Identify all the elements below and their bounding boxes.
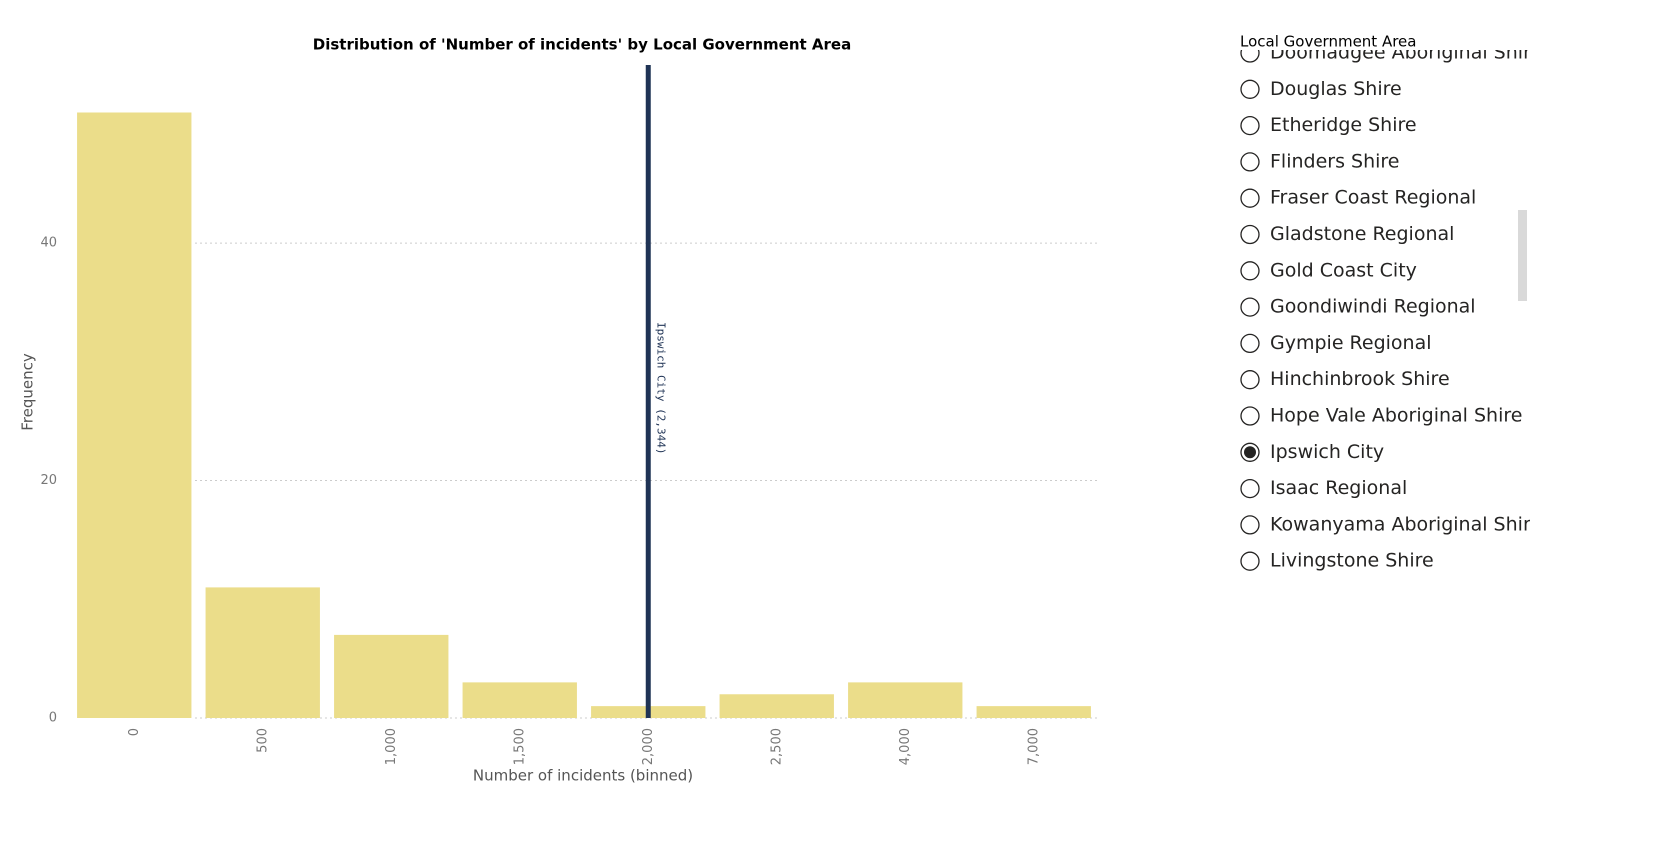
bar[interactable] (77, 112, 192, 718)
x-tick-label: 0 (127, 728, 142, 736)
radio[interactable] (1240, 152, 1260, 172)
plot: 0 20 40 0 500 1,000 1,500 2,000 2,500 4,000 7,000 I… (40, 65, 1098, 765)
chart-title: Distribution of 'Number of incidents' by… (313, 36, 851, 54)
radio[interactable] (1240, 551, 1260, 571)
radio[interactable] (1240, 115, 1260, 136)
bar[interactable] (719, 694, 834, 718)
radio[interactable] (1240, 188, 1260, 208)
y-tick-label: 40 (40, 236, 57, 251)
radio[interactable] (1240, 515, 1260, 535)
radio[interactable] (1240, 44, 1260, 63)
slicer-item[interactable]: Ipswich City (1270, 441, 1384, 463)
slicer-item[interactable]: Etheridge Shire (1270, 114, 1417, 136)
x-tick-label: 2,500 (769, 728, 784, 765)
slicer-item[interactable]: Douglas Shire (1270, 78, 1402, 100)
reference-label: Ipswich City (2,344) (654, 322, 667, 454)
bar[interactable] (334, 634, 449, 718)
radio[interactable] (1240, 478, 1260, 499)
y-tick-label: 0 (49, 711, 57, 726)
bar[interactable] (848, 682, 963, 718)
radio[interactable] (1240, 297, 1260, 317)
radio[interactable] (1240, 333, 1260, 354)
x-tick-label: 4,000 (898, 728, 913, 765)
radio[interactable] (1240, 79, 1260, 99)
x-tick-label: 500 (255, 728, 270, 753)
x-tick-label: 1,500 (512, 728, 527, 765)
slicer-item[interactable]: Gold Coast City (1270, 259, 1417, 281)
slicer-item[interactable]: Hinchinbrook Shire (1270, 368, 1450, 390)
slicer-item[interactable]: Gladstone Regional (1270, 223, 1454, 245)
slicer-item[interactable]: Gympie Regional (1270, 332, 1432, 354)
slicer-item[interactable]: Kowanyama Aboriginal Shire (1270, 513, 1542, 535)
scrollbar[interactable] (1518, 210, 1527, 301)
y-axis-title: Frequency (19, 353, 37, 431)
bar[interactable] (976, 706, 1091, 718)
slicer-item[interactable]: Livingstone Shire (1270, 550, 1434, 572)
radio[interactable] (1240, 406, 1260, 426)
slicer-list: Doomadgee Aboriginal Shire Douglas Shire E… (1240, 42, 1542, 572)
bar[interactable] (462, 682, 577, 718)
x-tick-label: 2,000 (641, 728, 656, 765)
x-axis-title: Number of incidents (binned) (473, 767, 693, 785)
slicer-item[interactable]: Hope Vale Aboriginal Shire (1270, 405, 1522, 427)
radio[interactable] (1240, 261, 1260, 281)
slicer-item[interactable]: Goondiwindi Regional (1270, 296, 1476, 318)
x-tick-label: 1,000 (384, 728, 399, 765)
slicer-item[interactable]: Fraser Coast Regional (1270, 187, 1476, 209)
radio[interactable] (1240, 370, 1260, 390)
slicer-item[interactable]: Flinders Shire (1270, 150, 1400, 172)
slicer-item[interactable]: Isaac Regional (1270, 477, 1407, 499)
slicer-item[interactable]: Doomadgee Aboriginal Shire (1270, 42, 1542, 64)
bar[interactable] (205, 587, 320, 718)
radio-dot (1244, 446, 1256, 459)
slicer-title: Local Government Area (1240, 33, 1416, 51)
y-tick-label: 20 (40, 473, 57, 488)
x-tick-label: 7,000 (1026, 728, 1041, 765)
radio[interactable] (1240, 224, 1260, 245)
